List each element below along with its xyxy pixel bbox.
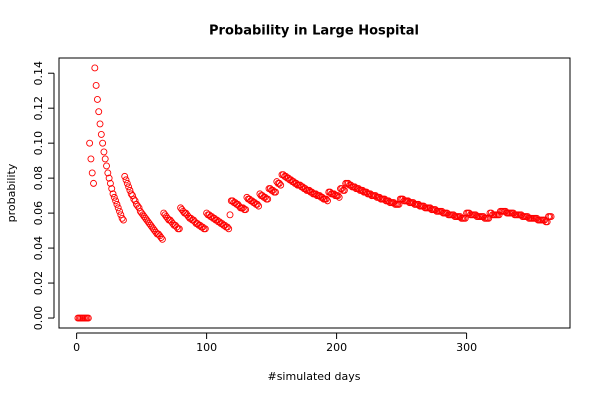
point (96, 120, 104, 128)
y-tick-label: 0.10 (32, 131, 45, 156)
point (110, 193, 118, 201)
y-tick-label: 0.14 (32, 61, 45, 86)
point (84, 314, 92, 322)
point (109, 190, 117, 198)
point (103, 162, 110, 170)
point (101, 155, 109, 163)
point (112, 197, 120, 205)
point (95, 108, 103, 116)
point (105, 174, 113, 182)
x-tick-label: 0 (73, 341, 80, 354)
point (121, 172, 129, 180)
point (253, 200, 261, 208)
point (322, 195, 330, 203)
y-tick-label: 0.04 (32, 236, 45, 261)
point (88, 169, 96, 177)
point (118, 214, 126, 222)
point (223, 223, 231, 231)
point (335, 193, 343, 201)
point (123, 179, 131, 187)
point (340, 186, 348, 194)
point (275, 179, 283, 187)
point (119, 216, 127, 224)
point (125, 183, 133, 191)
x-tick-label: 200 (326, 341, 347, 354)
point (104, 169, 112, 177)
point (108, 185, 116, 193)
point (113, 200, 121, 208)
point (91, 64, 99, 72)
point (100, 148, 108, 156)
point (157, 234, 165, 242)
y-tick-label: 0.00 (32, 306, 45, 331)
point (99, 139, 107, 147)
point (272, 188, 279, 196)
point (90, 179, 97, 187)
point (175, 225, 183, 233)
point (114, 204, 122, 212)
point (122, 176, 130, 184)
plot-frame (58, 57, 571, 329)
point (92, 82, 100, 89)
x-tick-label: 300 (456, 341, 477, 354)
point (226, 211, 234, 219)
point (97, 130, 105, 138)
point (242, 206, 250, 214)
point (116, 207, 123, 215)
point (334, 192, 342, 200)
y-tick-label: 0.02 (32, 271, 45, 296)
point (201, 225, 209, 233)
point (158, 235, 166, 243)
point (277, 181, 285, 189)
point (255, 202, 263, 210)
point (225, 225, 233, 233)
point (93, 95, 101, 103)
y-tick-label: 0.12 (32, 96, 45, 121)
point (547, 213, 555, 221)
y-axis-title: probability (5, 163, 18, 222)
x-axis-title: #simulated days (267, 370, 360, 383)
y-tick-label: 0.06 (32, 201, 45, 226)
point (86, 139, 94, 147)
point (87, 155, 95, 163)
y-tick-label: 0.08 (32, 166, 45, 191)
point (264, 195, 272, 203)
chart-title: Probability in Large Hospital (209, 24, 419, 39)
x-tick-label: 100 (196, 341, 217, 354)
point (324, 197, 331, 205)
point (106, 179, 114, 187)
